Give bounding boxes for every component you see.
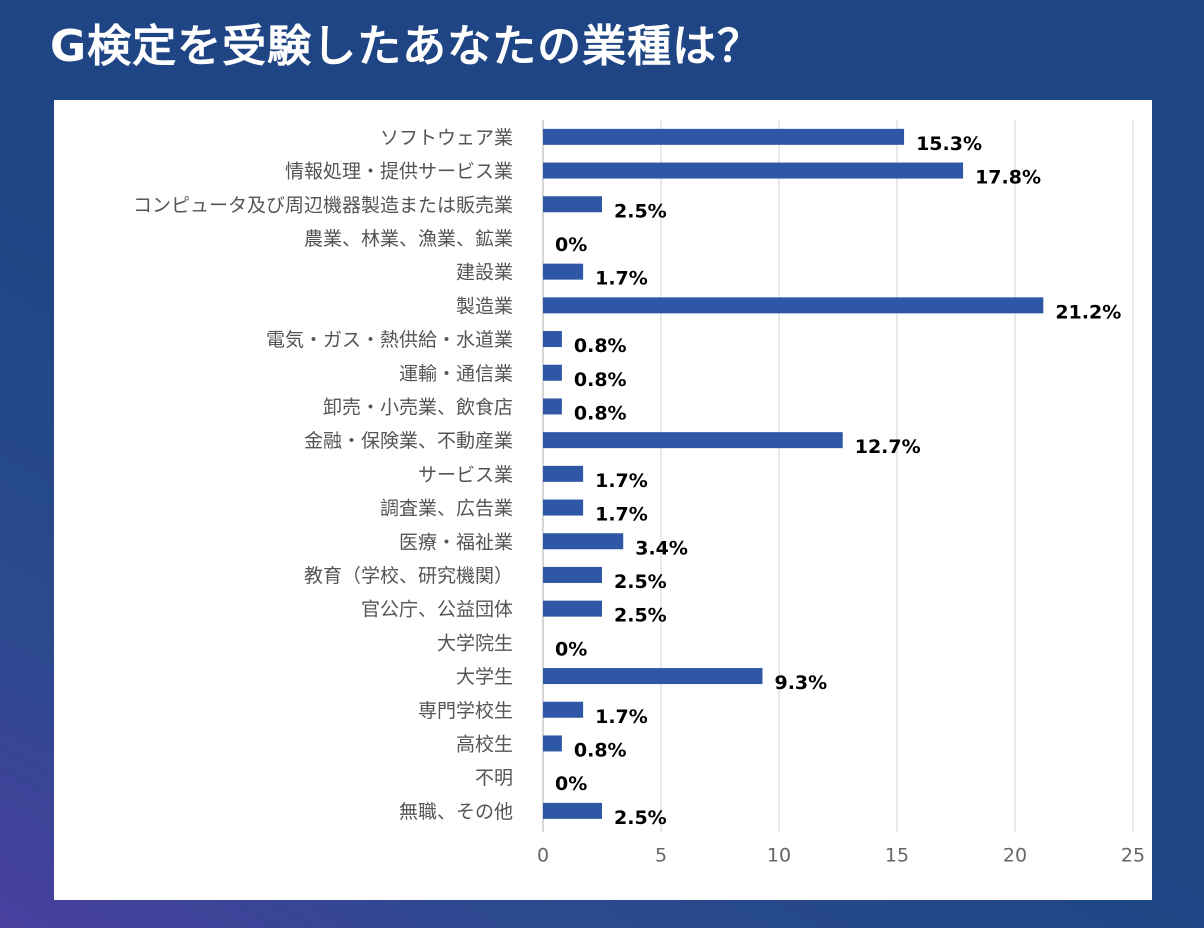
- data-label: 1.7%: [595, 470, 648, 492]
- data-label: 0.8%: [574, 402, 627, 424]
- bar: [543, 331, 562, 348]
- category-label: 運輸・通信業: [399, 363, 513, 385]
- bar: [543, 668, 763, 685]
- bar: [543, 196, 602, 213]
- data-label: 12.7%: [855, 436, 921, 458]
- bar: [543, 364, 562, 381]
- bars: [543, 128, 1044, 819]
- category-label: 医療・福祉業: [399, 531, 513, 553]
- labels: 0 5 10 15 20 25 ソフトウェア業 15.3% 情報処理・提供サービス業 17.8% コ…: [133, 127, 1145, 867]
- category-label: 教育（学校、研究機関）: [304, 565, 513, 587]
- category-label: コンピュータ及び周辺機器製造または販売業: [133, 194, 513, 216]
- x-tick-label: 10: [767, 845, 791, 867]
- x-tick-label: 5: [655, 845, 667, 867]
- data-label: 1.7%: [595, 504, 648, 526]
- data-label: 0%: [555, 773, 587, 795]
- chart-title: G検定を受験したあなたの業種は？: [50, 21, 763, 72]
- data-label: 21.2%: [1055, 301, 1121, 323]
- category-label: 調査業、広告業: [380, 498, 513, 520]
- data-label: 15.3%: [916, 133, 982, 155]
- bar: [543, 533, 624, 550]
- bar: [543, 600, 602, 617]
- bar: [543, 128, 905, 145]
- data-label: 0%: [555, 638, 587, 660]
- category-label: 専門学校生: [418, 700, 513, 722]
- data-label: 3.4%: [635, 537, 688, 559]
- bar: [543, 263, 584, 280]
- bar: [543, 802, 602, 819]
- category-label: 建設業: [456, 262, 513, 284]
- data-label: 0%: [555, 234, 587, 256]
- data-label: 2.5%: [614, 605, 667, 627]
- chart-panel: 0 5 10 15 20 25 ソフトウェア業 15.3% 情報処理・提供サービス業 17.8% コ…: [54, 100, 1152, 900]
- x-tick-label: 25: [1121, 845, 1145, 867]
- data-label: 2.5%: [614, 200, 667, 222]
- category-label: 官公庁、公益団体: [361, 599, 513, 621]
- x-tick-label: 0: [537, 845, 549, 867]
- bar: [543, 465, 584, 482]
- category-label: 金融・保険業、不動産業: [304, 430, 513, 452]
- bar: [543, 432, 843, 449]
- x-tick-label: 15: [885, 845, 909, 867]
- bar: [543, 735, 562, 752]
- category-label: 卸売・小売業、飲食店: [323, 396, 513, 418]
- bar: [543, 499, 584, 516]
- bar: [543, 162, 964, 179]
- data-label: 0.8%: [574, 739, 627, 761]
- category-label: 大学院生: [437, 632, 513, 654]
- data-label: 0.8%: [574, 335, 627, 357]
- data-label: 9.3%: [774, 672, 827, 694]
- bar: [543, 398, 562, 415]
- category-label: 製造業: [456, 295, 513, 317]
- bar: [543, 701, 584, 718]
- data-label: 0.8%: [574, 369, 627, 391]
- x-tick-label: 20: [1003, 845, 1027, 867]
- data-label: 17.8%: [975, 167, 1041, 189]
- category-label: 農業、林業、漁業、鉱業: [304, 228, 513, 250]
- category-label: 大学生: [456, 666, 513, 688]
- bar: [543, 297, 1044, 314]
- data-label: 2.5%: [614, 571, 667, 593]
- category-label: 無職、その他: [399, 801, 513, 823]
- bar-chart: 0 5 10 15 20 25 ソフトウェア業 15.3% 情報処理・提供サービス業 17.8% コ…: [133, 120, 1145, 867]
- bar: [543, 566, 602, 583]
- data-label: 1.7%: [595, 706, 648, 728]
- data-label: 2.5%: [614, 807, 667, 829]
- category-label: ソフトウェア業: [380, 127, 513, 149]
- data-label: 1.7%: [595, 268, 648, 290]
- category-label: 高校生: [456, 733, 513, 755]
- category-label: 不明: [475, 767, 513, 789]
- category-label: 電気・ガス・熱供給・水道業: [266, 329, 513, 351]
- category-label: 情報処理・提供サービス業: [285, 161, 513, 183]
- category-label: サービス業: [418, 464, 513, 486]
